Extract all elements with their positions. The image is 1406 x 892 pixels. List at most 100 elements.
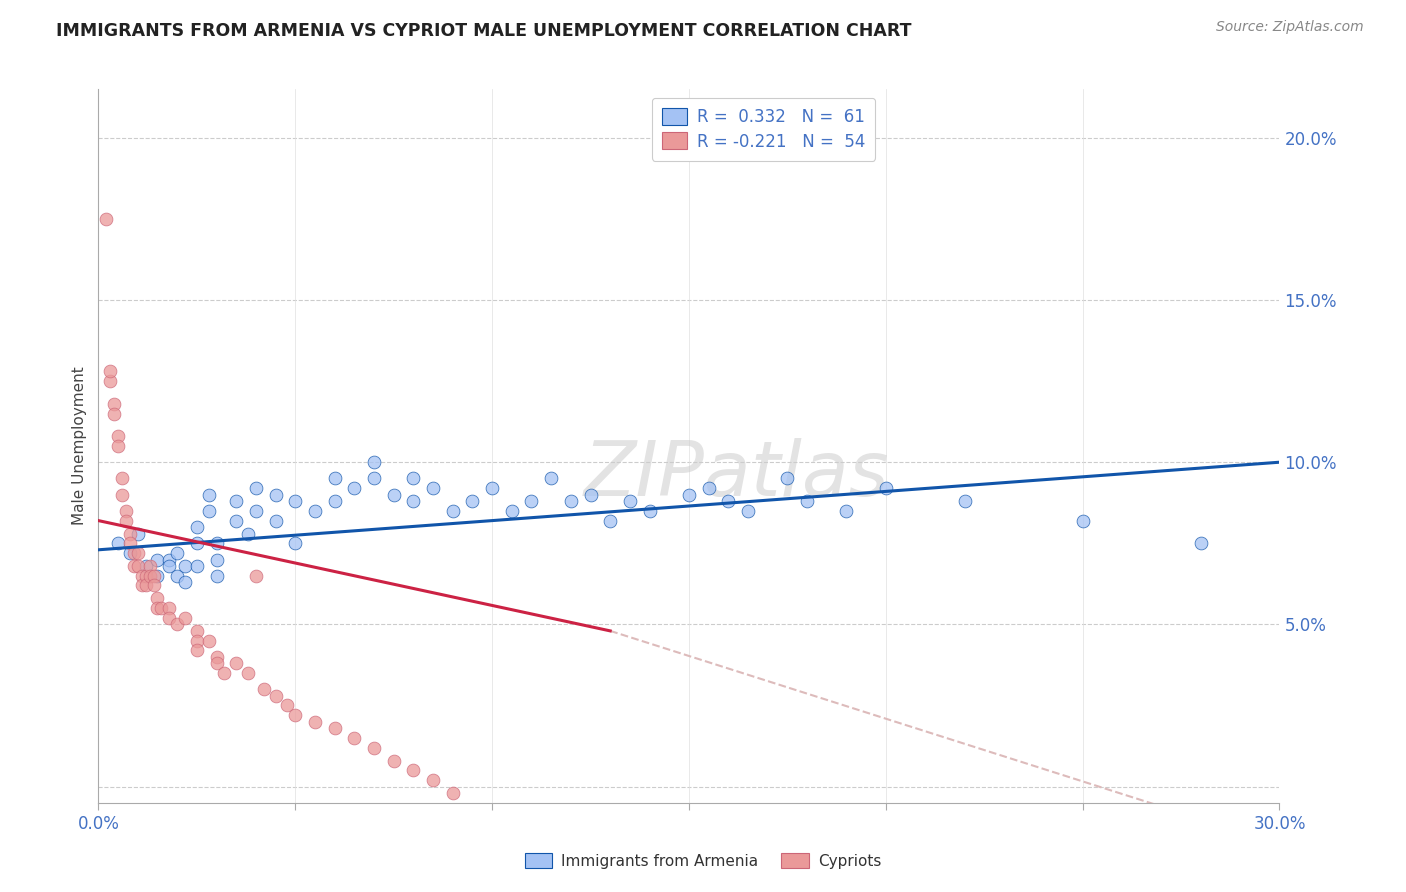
Point: [103, 407, 125, 421]
Point: [253, 682, 276, 697]
Point: [111, 471, 134, 485]
Point: [619, 494, 641, 508]
Point: [131, 578, 153, 592]
Point: [363, 471, 385, 485]
Point: [304, 504, 326, 518]
Point: [186, 559, 208, 574]
Point: [166, 568, 188, 582]
Point: [115, 504, 138, 518]
Point: [127, 526, 149, 541]
Point: [579, 488, 602, 502]
Point: [776, 471, 799, 485]
Point: [118, 546, 141, 560]
Point: [245, 568, 267, 582]
Point: [717, 494, 740, 508]
Point: [481, 481, 503, 495]
Point: [96, 211, 118, 226]
Point: [107, 439, 129, 453]
Point: [520, 494, 543, 508]
Point: [146, 568, 169, 582]
Point: [186, 536, 208, 550]
Point: [323, 494, 346, 508]
Point: [284, 708, 307, 723]
Point: [127, 546, 149, 560]
Point: [796, 494, 818, 508]
Point: [142, 578, 165, 592]
Point: [953, 494, 976, 508]
Point: [174, 559, 197, 574]
Point: [131, 568, 153, 582]
Point: [461, 494, 484, 508]
Point: [186, 633, 208, 648]
Point: [678, 488, 700, 502]
Point: [1071, 514, 1094, 528]
Point: [875, 481, 897, 495]
Point: [323, 471, 346, 485]
Point: [205, 568, 228, 582]
Point: [138, 568, 160, 582]
Point: [186, 643, 208, 657]
Point: [638, 504, 661, 518]
Point: [402, 764, 425, 778]
Point: [402, 494, 425, 508]
Legend: R =  0.332   N =  61, R = -0.221   N =  54: R = 0.332 N = 61, R = -0.221 N = 54: [652, 97, 876, 161]
Text: Source: ZipAtlas.com: Source: ZipAtlas.com: [1216, 20, 1364, 34]
Point: [382, 488, 405, 502]
Point: [111, 488, 134, 502]
Point: [122, 546, 145, 560]
Point: [135, 559, 157, 574]
Point: [98, 374, 121, 388]
Point: [118, 526, 141, 541]
Text: IMMIGRANTS FROM ARMENIA VS CYPRIOT MALE UNEMPLOYMENT CORRELATION CHART: IMMIGRANTS FROM ARMENIA VS CYPRIOT MALE …: [56, 22, 911, 40]
Point: [205, 657, 228, 671]
Point: [343, 481, 366, 495]
Point: [146, 552, 169, 566]
Point: [363, 455, 385, 469]
Point: [197, 488, 219, 502]
Point: [560, 494, 582, 508]
Point: [402, 471, 425, 485]
Point: [135, 578, 157, 592]
Point: [284, 536, 307, 550]
Point: [422, 481, 444, 495]
Point: [737, 504, 759, 518]
Point: [142, 568, 165, 582]
Point: [441, 504, 464, 518]
Point: [599, 514, 621, 528]
Text: ZIPatlas: ZIPatlas: [583, 438, 889, 511]
Point: [343, 731, 366, 745]
Point: [157, 552, 180, 566]
Point: [236, 666, 259, 681]
Point: [146, 601, 169, 615]
Point: [150, 601, 173, 615]
Point: [166, 546, 188, 560]
Point: [138, 559, 160, 574]
Point: [363, 740, 385, 755]
Point: [107, 429, 129, 443]
Point: [174, 611, 197, 625]
Point: [98, 364, 121, 378]
Point: [122, 559, 145, 574]
Point: [264, 689, 287, 703]
Point: [186, 520, 208, 534]
Point: [1189, 536, 1212, 550]
Point: [197, 504, 219, 518]
Legend: Immigrants from Armenia, Cypriots: Immigrants from Armenia, Cypriots: [517, 845, 889, 877]
Point: [205, 552, 228, 566]
Point: [205, 536, 228, 550]
Point: [127, 559, 149, 574]
Point: [264, 488, 287, 502]
Point: [245, 504, 267, 518]
Point: [118, 536, 141, 550]
Point: [197, 633, 219, 648]
Point: [115, 514, 138, 528]
Point: [540, 471, 562, 485]
Point: [501, 504, 523, 518]
Point: [214, 666, 236, 681]
Point: [697, 481, 720, 495]
Point: [245, 481, 267, 495]
Point: [103, 397, 125, 411]
Point: [236, 526, 259, 541]
Point: [135, 568, 157, 582]
Point: [146, 591, 169, 606]
